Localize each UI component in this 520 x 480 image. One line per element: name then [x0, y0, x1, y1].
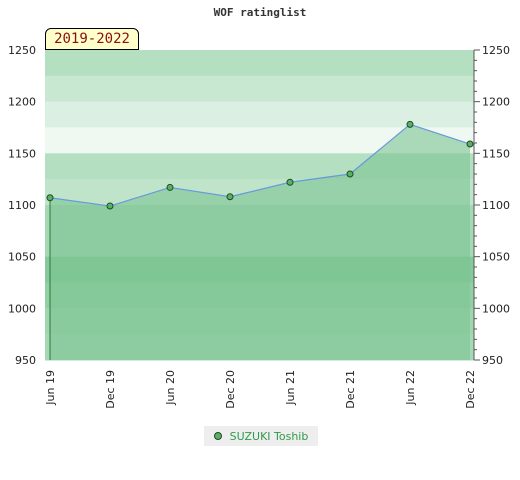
legend[interactable]: SUZUKI Toshib: [204, 426, 318, 446]
x-tick-label: Dec 22: [464, 370, 477, 409]
y-tick-label-left: 1000: [8, 302, 36, 315]
data-point[interactable]: [166, 183, 174, 191]
y-tick-label-right: 1000: [482, 302, 510, 315]
y-tick-label-right: 1100: [482, 199, 510, 212]
data-point[interactable]: [346, 170, 354, 178]
x-tick-label: Dec 20: [224, 370, 237, 409]
y-tick-label-left: 1150: [8, 147, 36, 160]
y-tick-label-right: 950: [482, 354, 503, 367]
x-tick-label: Dec 21: [344, 370, 357, 409]
data-point[interactable]: [226, 193, 234, 201]
background-band: [45, 75, 474, 103]
data-point[interactable]: [46, 194, 54, 202]
background-band: [45, 101, 474, 128]
data-point[interactable]: [466, 140, 474, 148]
y-tick-label-left: 1050: [8, 251, 36, 264]
y-tick-label-left: 1250: [8, 44, 36, 57]
x-tick-label: Jun 22: [404, 370, 417, 406]
series-area: [50, 124, 470, 361]
data-point[interactable]: [406, 120, 414, 128]
period-badge: 2019-2022: [45, 28, 139, 50]
legend-marker-icon: [213, 432, 222, 440]
chart-title: WOF ratinglist: [213, 6, 307, 19]
y-tick-label-left: 950: [15, 354, 36, 367]
data-point[interactable]: [106, 202, 114, 210]
data-point[interactable]: [286, 178, 294, 186]
x-tick-label: Jun 20: [164, 370, 177, 406]
y-tick-label-left: 1200: [8, 96, 36, 109]
x-tick-label: Dec 19: [104, 370, 117, 409]
x-tick-label: Jun 19: [44, 370, 57, 406]
legend-label: SUZUKI Toshib: [229, 429, 309, 443]
y-tick-label-right: 1050: [482, 251, 510, 264]
background-band: [45, 50, 474, 77]
x-tick-label: Jun 21: [284, 370, 297, 406]
series-line: [49, 123, 471, 207]
y-tick-label-right: 1150: [482, 147, 510, 160]
y-tick-label-right: 1250: [482, 44, 510, 57]
y-tick-label-right: 1200: [482, 96, 510, 109]
y-tick-label-left: 1100: [8, 199, 36, 212]
